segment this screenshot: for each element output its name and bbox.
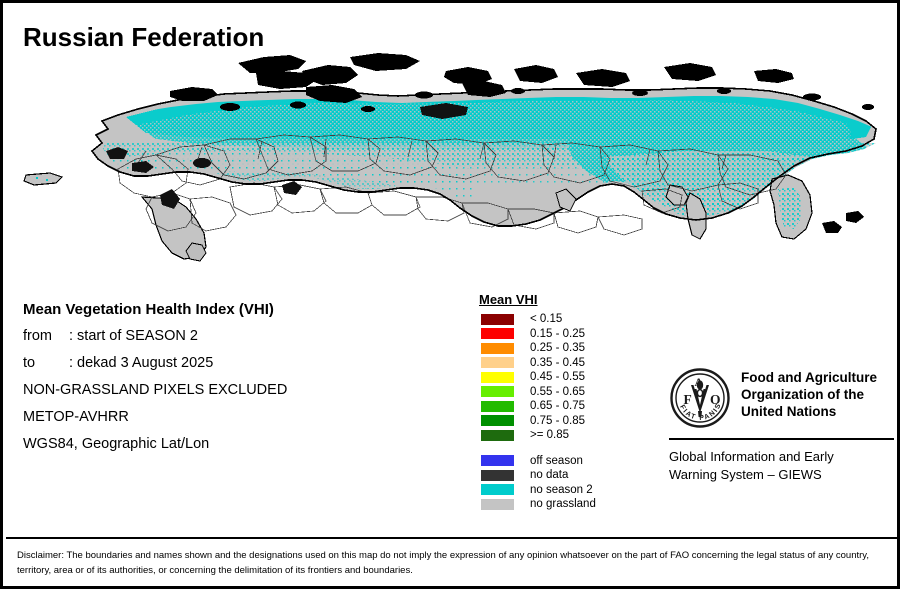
legend-item-label: 0.25 - 0.35 [530,342,585,355]
info-from: from : start of SEASON 2 [23,323,453,350]
info-from-value: : start of SEASON 2 [69,328,198,344]
legend-swatch-icon [481,371,514,383]
info-projection: WGS84, Geographic Lat/Lon [23,436,210,452]
legend-swatch-icon [481,342,514,354]
legend-item: >= 0.85 [473,428,623,443]
arctic-islands [170,53,874,112]
legend-item: 0.55 - 0.65 [473,385,623,400]
giews-line-1: Global Information and Early [669,449,834,464]
fao-branding: F O A FIAT PANIS Food and Agriculture Or… [669,367,894,484]
fao-organization-name: Food and Agriculture Organization of the… [741,367,877,420]
legend-status-item: off season [473,454,623,469]
far-east-features [665,174,864,240]
admin-boundaries [117,134,787,236]
legend-spacer [473,443,623,454]
legend-swatch-icon [481,415,514,427]
legend-item: 0.75 - 0.85 [473,414,623,429]
coastline-emphasis [90,87,877,227]
map-info-block: Mean Vegetation Health Index (VHI) from:… [23,296,453,458]
fao-emblem-icon: F O A FIAT PANIS [669,367,731,429]
legend-item-label: 0.65 - 0.75 [530,400,585,413]
fao-org-line-1: Food and Agriculture [741,370,877,385]
legend-item-label: < 0.15 [530,313,563,326]
legend-item-label: >= 0.85 [530,429,570,442]
svg-text:F: F [684,392,692,407]
legend-status-label: no grassland [530,498,596,511]
fao-logo-row: F O A FIAT PANIS Food and Agriculture Or… [669,367,894,429]
fao-org-line-3: United Nations [741,404,837,419]
legend-status-label: no data [530,469,569,482]
disclaimer-divider [6,537,897,539]
legend-item: < 0.15 [473,312,623,327]
legend-item-label: 0.75 - 0.85 [530,414,585,427]
legend-title: Mean VHI [479,292,538,307]
giews-system-name: Global Information and Early Warning Sys… [669,448,894,484]
legend-status-item: no season 2 [473,483,623,498]
disclaimer-text: Disclaimer: The boundaries and names sho… [17,550,869,576]
legend-item-label: 0.45 - 0.55 [530,371,585,384]
info-to-value: : dekad 3 August 2025 [69,355,214,371]
fao-org-line-2: Organization of the [741,387,864,402]
legend-swatch-icon [481,386,514,398]
no-data-patches [106,103,468,209]
info-from-label: from [23,328,52,344]
legend-item: 0.15 - 0.25 [473,327,623,342]
svg-text:A: A [695,377,704,389]
legend-item: 0.35 - 0.45 [473,356,623,371]
info-pixel-note: NON-GRASSLAND PIXELS EXCLUDED [23,382,288,398]
legend-swatch-icon [481,484,514,496]
lake-baikal [555,188,577,212]
info-heading: Mean Vegetation Health Index (VHI) [23,301,274,318]
legend-swatch-icon [481,455,514,467]
legend-swatch-icon [481,498,514,510]
legend-item-label: 0.15 - 0.25 [530,327,585,340]
legend-item-label: 0.55 - 0.65 [530,385,585,398]
legend-status-label: off season [530,454,583,467]
legend-swatch-icon [481,429,514,441]
info-to: to : dekad 3 August 2025 [23,350,453,377]
southern-land-extension [140,196,207,262]
legend-item: 0.25 - 0.35 [473,341,623,356]
fao-divider [669,438,894,440]
info-to-label: to [23,355,36,371]
legend-status-item: no grassland [473,497,623,512]
legend-swatch-icon [481,328,514,340]
legend-item: 0.45 - 0.55 [473,370,623,385]
info-sensor: METOP-AVHRR [23,409,129,425]
legend-swatch-icon [481,357,514,369]
legend-swatch-icon [481,400,514,412]
giews-line-2: Warning System – GIEWS [669,467,822,482]
legend-status-item: no data [473,468,623,483]
kaliningrad-exclave [23,172,64,186]
legend-swatch-icon [481,313,514,325]
legend-item: 0.65 - 0.75 [473,399,623,414]
svg-text:O: O [710,392,721,407]
legend-item-label: 0.35 - 0.45 [530,356,585,369]
map-image [6,47,897,275]
legend: Mean VHI < 0.15 0.15 - 0.25 0.25 - 0.35 … [473,292,623,512]
legend-swatch-icon [481,469,514,481]
legend-status-label: no season 2 [530,483,593,496]
